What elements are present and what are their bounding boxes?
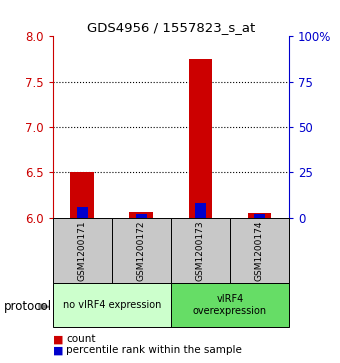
Text: protocol: protocol xyxy=(3,300,52,313)
Bar xyxy=(230,218,289,283)
Text: percentile rank within the sample: percentile rank within the sample xyxy=(66,345,242,355)
Title: GDS4956 / 1557823_s_at: GDS4956 / 1557823_s_at xyxy=(87,21,255,34)
Bar xyxy=(112,218,171,283)
Bar xyxy=(254,214,265,218)
Text: GSM1200171: GSM1200171 xyxy=(78,220,87,281)
Text: vIRF4
overexpression: vIRF4 overexpression xyxy=(193,294,267,316)
Bar xyxy=(136,214,147,218)
Bar xyxy=(195,203,206,218)
Bar xyxy=(171,218,230,283)
Bar xyxy=(70,172,94,218)
Text: count: count xyxy=(66,334,96,344)
Bar xyxy=(53,283,171,327)
Text: ■: ■ xyxy=(53,334,63,344)
Text: GSM1200173: GSM1200173 xyxy=(196,220,205,281)
Bar xyxy=(130,212,153,218)
Text: ■: ■ xyxy=(53,345,63,355)
Bar xyxy=(53,218,112,283)
Text: GSM1200174: GSM1200174 xyxy=(255,220,264,281)
Polygon shape xyxy=(39,304,49,309)
Text: no vIRF4 expression: no vIRF4 expression xyxy=(63,300,161,310)
Bar xyxy=(77,207,88,218)
Bar xyxy=(248,213,271,218)
Bar xyxy=(189,59,212,218)
Bar xyxy=(171,283,289,327)
Text: GSM1200172: GSM1200172 xyxy=(137,220,146,281)
